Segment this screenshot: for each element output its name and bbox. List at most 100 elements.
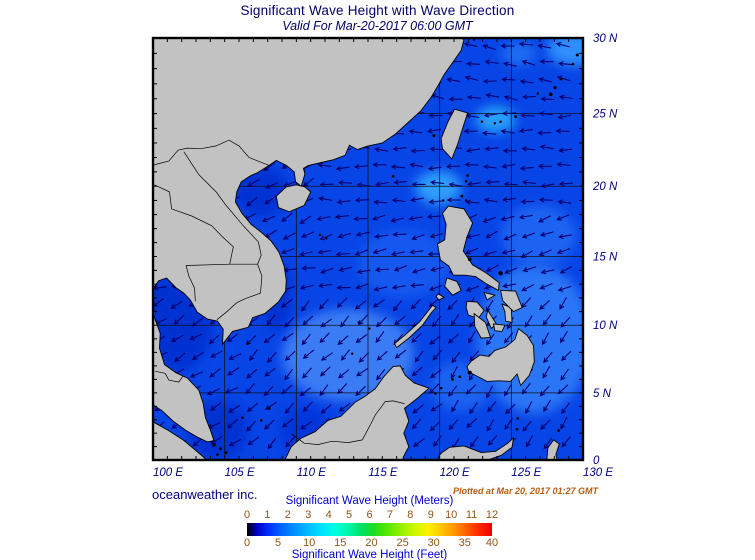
wave-arrow — [354, 197, 369, 203]
wave-arrow — [539, 385, 550, 397]
islet-dot — [259, 419, 263, 422]
wave-arrow — [451, 351, 461, 364]
wave-arrow — [263, 333, 276, 344]
lon-label: 105 E — [225, 467, 255, 479]
islet-dot — [458, 375, 462, 379]
wave-arrow — [390, 251, 405, 257]
wave-arrow — [372, 248, 387, 255]
wave-arrow — [373, 233, 389, 239]
land-island — [437, 205, 500, 292]
wave-arrow — [358, 352, 369, 363]
colorbar-gradient — [247, 523, 492, 536]
wave-arrow — [209, 368, 221, 378]
wave-arrow — [284, 350, 296, 361]
wave-arrow — [555, 41, 570, 48]
feet-tick: 35 — [458, 537, 471, 549]
wave-arrow — [393, 179, 408, 185]
wave-arrow — [300, 421, 313, 430]
wave-arrow — [542, 366, 551, 379]
wave-arrow — [463, 128, 478, 134]
land-island — [483, 291, 496, 301]
wave-height-patch — [547, 38, 583, 66]
wave-arrow — [542, 332, 550, 346]
country-border — [291, 400, 405, 445]
islet-dot — [498, 270, 503, 276]
wave-arrow — [408, 128, 423, 135]
wave-arrow — [500, 128, 515, 135]
land-island — [500, 289, 523, 313]
islet-dot — [267, 406, 271, 410]
wave-arrow — [264, 195, 277, 205]
wave-arrow — [392, 300, 403, 312]
islet-dot — [451, 378, 454, 381]
land-island — [440, 108, 469, 160]
wave-arrow — [521, 232, 536, 239]
wave-arrow — [227, 418, 238, 429]
feet-tick: 30 — [427, 537, 440, 549]
wave-arrow — [502, 148, 517, 154]
feet-tick: 10 — [303, 537, 316, 549]
wave-arrow — [558, 94, 573, 100]
feet-tick: 40 — [485, 537, 499, 549]
land-island — [473, 312, 492, 339]
wave-arrow — [338, 402, 351, 412]
wave-arrow — [429, 369, 442, 379]
wave-arrow — [319, 233, 333, 241]
wave-arrow — [483, 250, 497, 257]
wave-arrow — [375, 331, 385, 344]
wave-arrow — [320, 404, 332, 414]
wave-arrow — [301, 299, 310, 312]
wave-arrow — [302, 367, 312, 379]
wave-arrow — [500, 215, 515, 222]
country-border — [216, 264, 263, 321]
wave-arrow — [281, 298, 293, 308]
islet-dot — [216, 453, 219, 456]
wave-arrow — [543, 437, 553, 450]
wave-arrow — [501, 249, 516, 255]
wave-arrow — [356, 182, 371, 188]
wave-arrow — [340, 349, 351, 361]
wave-arrow — [504, 403, 516, 415]
wave-arrow — [537, 215, 551, 223]
wave-arrow — [191, 317, 204, 327]
wave-arrow — [393, 265, 408, 272]
land-island — [284, 365, 430, 460]
wave-arrow — [354, 300, 367, 310]
wave-arrow — [484, 146, 499, 152]
wave-arrow — [413, 438, 425, 448]
islet-dot — [464, 199, 468, 202]
wave-arrow — [337, 335, 349, 346]
land-island — [546, 439, 560, 460]
country-border — [153, 139, 270, 166]
wave-arrow — [353, 164, 369, 170]
wave-arrow — [285, 436, 296, 448]
wave-arrow — [447, 333, 459, 344]
islet-dot — [357, 321, 360, 324]
wave-arrow — [542, 314, 552, 326]
wave-arrow — [448, 96, 463, 102]
wave-arrow — [266, 314, 276, 326]
wave-arrow — [521, 382, 531, 395]
lat-label: 25 N — [592, 109, 618, 121]
islet-dot — [560, 78, 563, 81]
wave-arrow — [556, 214, 570, 221]
wave-arrow — [372, 299, 385, 308]
wave-arrow — [464, 162, 479, 168]
wave-arrow — [486, 333, 495, 346]
wave-arrow — [522, 266, 536, 273]
wave-arrow — [249, 349, 258, 362]
wave-arrow — [354, 249, 368, 256]
wave-arrow — [340, 315, 350, 328]
wave-arrow — [504, 417, 513, 430]
wave-arrow — [539, 231, 554, 237]
wave-arrow — [503, 332, 514, 344]
wave-arrow — [537, 130, 552, 136]
lat-label: 30 N — [593, 33, 618, 45]
wave-arrow — [521, 94, 537, 100]
wave-arrow — [445, 163, 461, 170]
land-island — [444, 277, 462, 296]
wave-arrow — [224, 387, 239, 394]
colorbar-title-meters: Significant Wave Height (Meters) — [285, 495, 454, 507]
wave-arrow — [353, 216, 368, 222]
